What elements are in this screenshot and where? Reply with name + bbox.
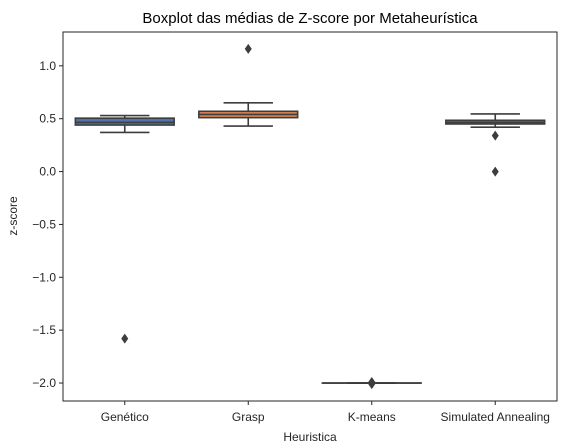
x-tick-label: K-means (348, 410, 396, 424)
box-group (74, 114, 175, 344)
boxes-layer (74, 43, 546, 390)
outlier-point (121, 333, 129, 344)
outlier-point (244, 43, 252, 54)
box-group (198, 43, 299, 127)
x-tick-label: Simulated Annealing (441, 410, 550, 424)
outlier-point (368, 379, 376, 390)
y-tick-label: −1.0 (32, 270, 56, 284)
y-tick-label: −1.5 (32, 323, 56, 337)
x-axis-label: Heuristica (283, 430, 337, 444)
y-tick-label: 1.0 (39, 59, 56, 73)
outlier-point (491, 166, 499, 177)
x-tick-label: Grasp (232, 410, 265, 424)
y-tick-label: 0.0 (39, 165, 56, 179)
y-tick-label: 0.5 (39, 112, 56, 126)
x-axis: Genético Grasp K-means Simulated Annealing (101, 401, 550, 424)
chart-title: Boxplot das médias de Z-score por Metahe… (142, 10, 478, 27)
x-tick-label: Genético (101, 410, 149, 424)
plot-frame (62, 31, 558, 402)
box-group (445, 113, 546, 177)
y-axis: −2.0 −1.5 −1.0 −0.5 0.0 0.5 1.0 (32, 59, 63, 390)
box-group (321, 376, 422, 390)
y-axis-label: z-score (6, 196, 20, 236)
y-tick-label: −2.0 (32, 376, 56, 390)
y-tick-label: −0.5 (32, 217, 56, 231)
outlier-point (491, 130, 499, 141)
